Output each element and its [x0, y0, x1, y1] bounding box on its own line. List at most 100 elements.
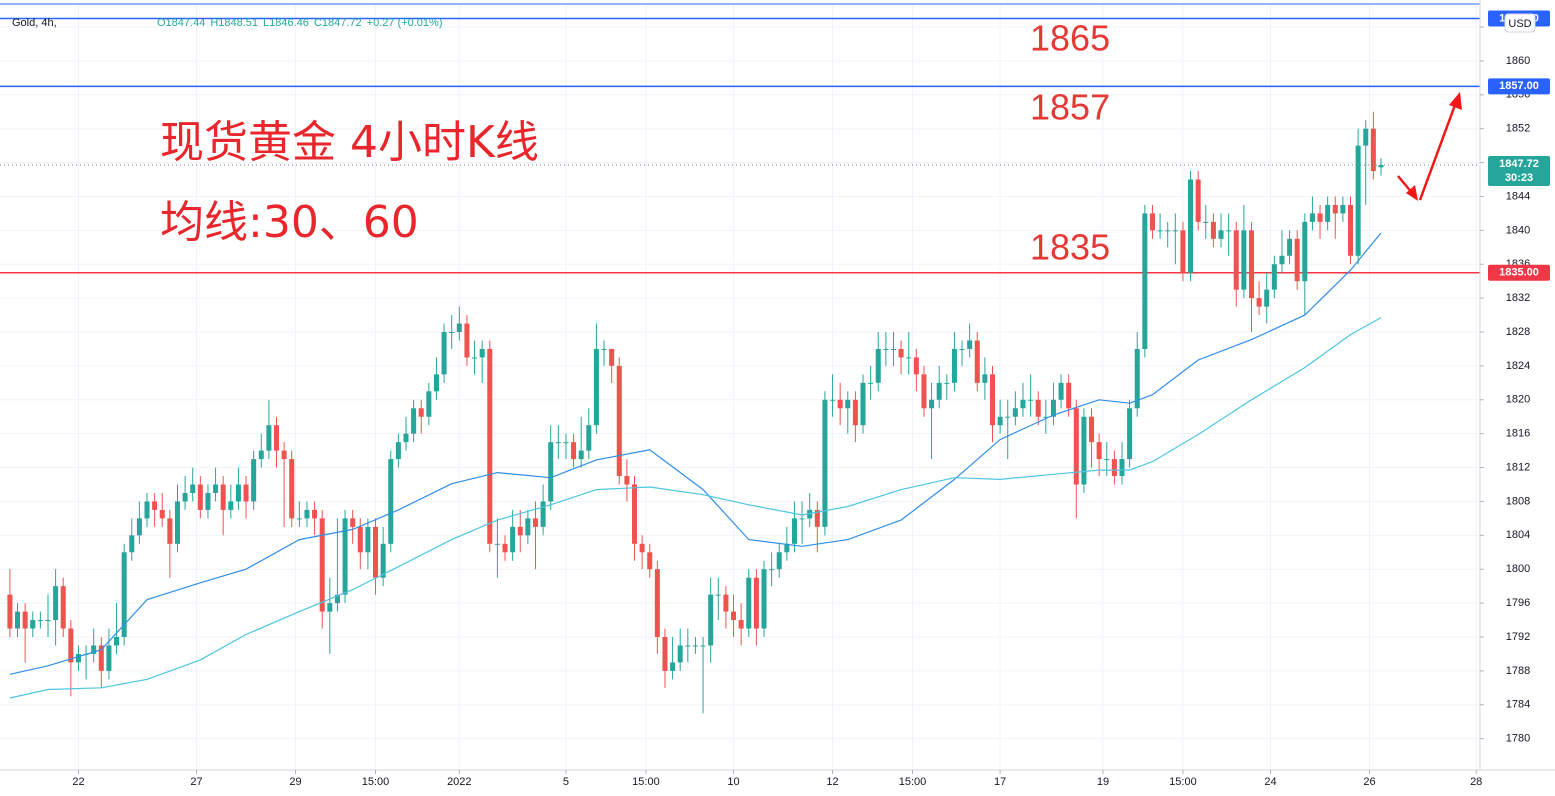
candle-body [936, 382, 942, 400]
level-annotation: 1835 [1030, 227, 1110, 268]
candle-body [616, 365, 622, 477]
candle-body [1020, 399, 1026, 409]
candle-body [746, 577, 752, 629]
candle-body [738, 620, 744, 629]
candle-body [731, 611, 737, 621]
candle-body [258, 450, 264, 460]
ohlc-value: C1847.72 [314, 17, 362, 29]
candle-body [273, 425, 280, 451]
candle-body [60, 586, 66, 629]
y-tick-label: 1780 [1506, 733, 1530, 745]
candle-body [631, 484, 638, 544]
candle-body [921, 374, 927, 409]
arrow-up-line [1418, 104, 1457, 201]
symbol: Gold, 4h, [12, 17, 57, 29]
candle-body [868, 382, 874, 384]
y-tick-label: 1800 [1506, 563, 1530, 575]
candle-body [235, 484, 241, 502]
candle-body [898, 348, 904, 358]
candle-body [1134, 348, 1140, 409]
y-tick-label: 1812 [1506, 461, 1530, 473]
candle-body [1317, 213, 1323, 222]
currency-label[interactable]: USD [1508, 18, 1531, 30]
last-price-label: 1847.72 [1499, 158, 1539, 170]
candle-body [1378, 164, 1384, 168]
plot-area [0, 17, 1480, 714]
candle-body [1271, 264, 1277, 290]
candle-body [441, 332, 447, 375]
candle-body [1149, 213, 1155, 231]
candle-body [327, 603, 333, 612]
candle-body [121, 552, 127, 637]
candle-body [1089, 416, 1095, 443]
candle-body [1294, 238, 1300, 282]
candle-body [365, 526, 371, 553]
arrow-down-head [1406, 185, 1418, 201]
candle-body [319, 518, 325, 612]
candle-body [1012, 408, 1018, 417]
candle-body [205, 492, 211, 510]
candle-body [1325, 204, 1331, 222]
last-price-box [1488, 155, 1550, 186]
x-tick-label: 29 [289, 776, 301, 788]
level-annotation: 1865 [1030, 18, 1110, 59]
candle-body [852, 399, 858, 426]
candle-body [289, 459, 295, 519]
candle-body [1195, 179, 1201, 222]
candle-body [350, 518, 356, 527]
candle-body [753, 577, 759, 629]
candle-body [159, 509, 165, 519]
y-tick-label: 1808 [1506, 495, 1530, 507]
ohlc-value: O1847.44 [157, 17, 205, 29]
candle-body [1264, 289, 1270, 307]
ohlc-value: +0.27 (+0.01%) [367, 17, 443, 29]
candle-body [472, 357, 478, 359]
candle-body [1119, 459, 1125, 477]
candle-body [1188, 179, 1194, 273]
candle-body [555, 442, 561, 444]
candle-body [1233, 230, 1239, 290]
candle-body [487, 348, 493, 544]
candle-body [593, 348, 599, 426]
candle-body [845, 399, 851, 409]
currency-button-box[interactable] [1504, 13, 1536, 33]
level-price-label: 1857.00 [1499, 80, 1539, 92]
candle-body [525, 518, 531, 536]
candle-body [654, 569, 660, 637]
ohlc-header: O1847.44 H1848.51 L1846.46 C1847.72 +0.27 (+… [157, 17, 443, 29]
candle-body [380, 543, 386, 578]
currency-button[interactable]: USD [1504, 13, 1536, 33]
x-tick-label: 24 [1264, 776, 1276, 788]
candle-body [1370, 128, 1376, 172]
candle-body [433, 374, 439, 392]
candle-body [700, 645, 706, 647]
candle-body [1180, 230, 1186, 273]
candle-body [624, 476, 630, 485]
candle-body [974, 340, 980, 383]
candle-body [403, 433, 409, 443]
y-tick-label: 1792 [1506, 631, 1530, 643]
x-tick-label: 2022 [447, 776, 471, 788]
candle-body [982, 374, 988, 383]
candle-body [281, 450, 287, 460]
x-tick-label: 26 [1363, 776, 1375, 788]
candle-body [837, 399, 843, 409]
candle-body [601, 348, 607, 350]
candle-body [1203, 221, 1209, 223]
candle-body [906, 357, 912, 359]
candle-body [715, 594, 721, 596]
ohlc-value: L1846.46 [263, 17, 309, 29]
candle-body [890, 348, 896, 350]
candle-body [456, 323, 462, 333]
candle-body [647, 552, 653, 570]
candle-body [251, 459, 257, 502]
candle-body [540, 501, 546, 527]
candle-body [761, 569, 767, 629]
chart-subtitle: 均线:30、60 [160, 197, 419, 248]
candle-body [53, 586, 59, 621]
grid [0, 5, 1480, 770]
candle-body [1073, 408, 1079, 485]
x-tick-label: 15:00 [632, 776, 660, 788]
